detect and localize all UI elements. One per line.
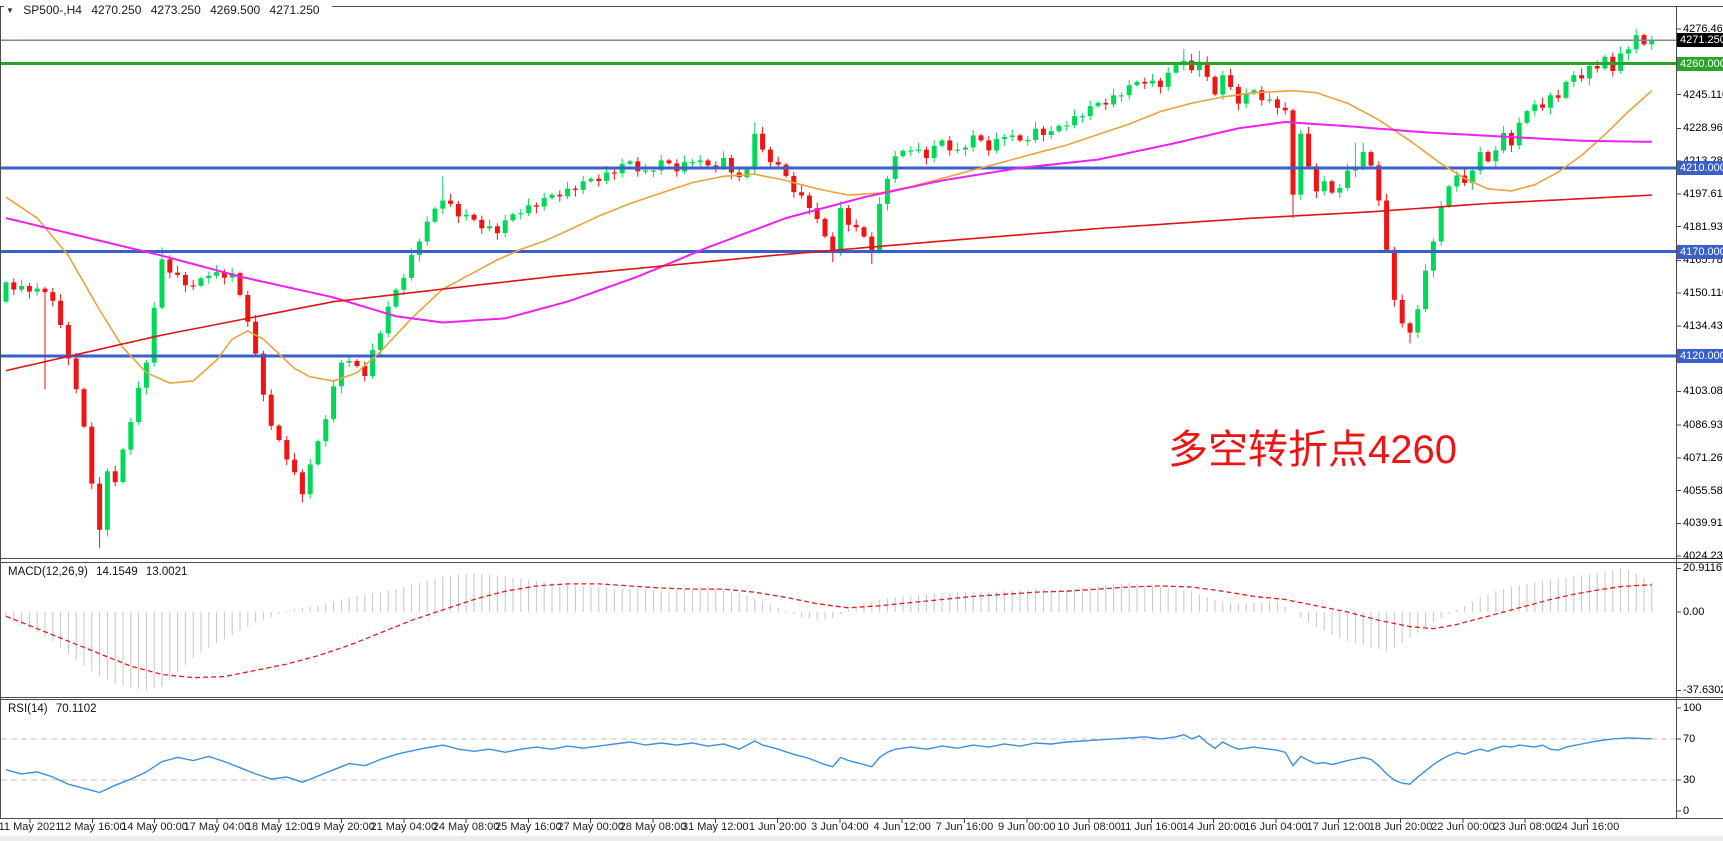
ma-orange (5, 89, 1653, 384)
date-tick-label: 19 May 20:00 (308, 821, 375, 833)
date-tick-label: 10 Jun 08:00 (1057, 821, 1121, 833)
panel-frames (0, 6, 1723, 819)
price-level-badge: 4170.000 (1677, 244, 1723, 259)
rsi-indicator-label: RSI(14) 70.1102 (8, 703, 102, 715)
date-tick-label: 17 Jun 12:00 (1306, 821, 1371, 833)
date-tick-label: 7 Jun 16:00 (935, 821, 994, 833)
date-tick-label: 18 Jun 20:00 (1368, 821, 1433, 833)
date-tick-label: 31 May 12:00 (681, 821, 749, 833)
price-tick-label: 4086.935 (1683, 419, 1723, 431)
quote-close: 4271.250 (269, 3, 320, 17)
price-tick-label: 4150.110 (1683, 287, 1723, 300)
date-tick-label: 28 May 08:00 (619, 821, 687, 833)
price-level-badge: 4260.000 (1677, 56, 1723, 71)
macd-signal-value: 13.0021 (145, 566, 188, 578)
macd-indicator-label: MACD(12,26,9) 14.1549 13.0021 (8, 566, 192, 578)
price-tick-label: 4039.910 (1683, 517, 1723, 530)
date-tick-label: 1 Jun 20:00 (748, 821, 807, 833)
date-tick-label: 12 May 16:00 (58, 821, 126, 833)
axis-tick-marks (29, 28, 1681, 823)
date-tick-label: 21 May 04:00 (370, 821, 438, 833)
bottom-strip (0, 836, 1723, 841)
rsi-name: RSI(14) (8, 703, 48, 715)
quote-open: 4270.250 (91, 3, 142, 17)
date-tick-label: 4 Jun 12:00 (873, 821, 931, 833)
bull-bear-turning-point-annotation: 多空转折点4260 (1168, 428, 1457, 472)
price-level-badge: 4271.250 (1677, 33, 1723, 47)
date-tick-label: 17 May 04:00 (183, 821, 251, 833)
date-tick-label: 16 Jun 04:00 (1244, 821, 1308, 833)
macd-value: 14.1549 (96, 566, 138, 578)
rsi-tick-label: 0 (1683, 805, 1690, 817)
quote-low: 4269.500 (210, 3, 261, 17)
ma-magenta (5, 120, 1652, 324)
symbol-timeframe-label: SP500-,H4 (23, 3, 82, 17)
price-tick-label: 4276.460 (1683, 23, 1723, 36)
price-tick-label: 4055.585 (1683, 484, 1723, 497)
date-tick-label: 3 Jun 04:00 (811, 821, 869, 833)
candles-layer (3, 29, 1655, 549)
date-tick-label: 24 May 08:00 (432, 821, 500, 833)
quote-high: 4273.250 (150, 3, 201, 17)
ma-red (5, 194, 1652, 372)
date-tick-label: 11 Jun 16:00 (1119, 821, 1183, 833)
macd-tick-label: 20.9116 (1683, 562, 1722, 575)
macd-signal-line (5, 583, 1652, 679)
price-tick-label: 4181.935 (1683, 220, 1723, 233)
collapse-chevron-icon[interactable]: ▼ (6, 6, 14, 15)
price-tick-label: 4245.110 (1683, 88, 1723, 101)
macd-tick-label: 0.00 (1683, 606, 1705, 618)
date-tick-label: 24 Jun 16:00 (1555, 821, 1620, 833)
macd-name: MACD(12,26,9) (8, 566, 88, 578)
date-tick-label: 27 May 00:00 (557, 821, 625, 833)
price-tick-label: 4103.085 (1683, 385, 1723, 398)
date-tick-label: 22 Jun 00:00 (1431, 821, 1495, 833)
date-tick-label: 14 May 00:00 (121, 821, 188, 833)
price-tick-label: 4134.435 (1683, 319, 1723, 332)
rsi-level-lines (1, 738, 1676, 781)
rsi-tick-label: 100 (1683, 702, 1702, 714)
price-tick-label: 4197.610 (1683, 187, 1723, 200)
rsi-value: 70.1102 (55, 703, 97, 715)
price-tick-label: 4024.235 (1683, 550, 1723, 562)
date-tick-label: 9 Jun 00:00 (998, 821, 1056, 833)
rsi-line (5, 734, 1652, 794)
rsi-tick-label: 30 (1683, 774, 1696, 787)
price-tick-label: 4071.260 (1683, 451, 1723, 464)
rsi-tick-label: 70 (1683, 732, 1696, 745)
macd-histogram-layer (5, 568, 1653, 691)
macd-tick-label: -37.6302 (1683, 684, 1723, 697)
date-tick-label: 25 May 16:00 (495, 821, 562, 833)
price-tick-label: 4228.960 (1683, 122, 1723, 135)
date-tick-label: 23 Jun 08:00 (1493, 821, 1557, 833)
date-tick-label: 14 Jun 20:00 (1181, 821, 1246, 833)
price-level-badge: 4210.000 (1677, 161, 1723, 175)
chart-title-bar: ▼ SP500-,H4 4270.250 4273.250 4269.500 4… (4, 2, 332, 18)
price-level-badge: 4120.000 (1677, 349, 1723, 363)
date-tick-label: 11 May 2021 (0, 821, 62, 833)
date-tick-label: 18 May 12:00 (245, 821, 313, 833)
